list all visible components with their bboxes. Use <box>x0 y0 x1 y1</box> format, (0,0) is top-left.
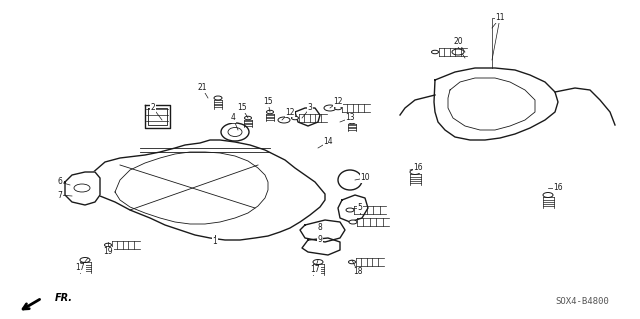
Text: 4: 4 <box>230 114 236 122</box>
Text: 17: 17 <box>75 263 85 272</box>
Text: 17: 17 <box>310 265 320 275</box>
Circle shape <box>324 105 336 111</box>
Text: 2: 2 <box>150 103 156 113</box>
Circle shape <box>313 260 323 264</box>
Circle shape <box>80 257 90 263</box>
Text: 6: 6 <box>58 177 63 187</box>
Text: 16: 16 <box>413 164 423 173</box>
Text: 19: 19 <box>103 248 113 256</box>
Circle shape <box>452 49 464 55</box>
Text: 18: 18 <box>353 268 363 277</box>
Circle shape <box>335 106 342 110</box>
Polygon shape <box>65 172 100 205</box>
Circle shape <box>346 208 354 212</box>
Circle shape <box>410 169 420 174</box>
Text: FR.: FR. <box>55 293 73 303</box>
Text: 21: 21 <box>197 84 207 93</box>
Text: 12: 12 <box>333 98 343 107</box>
Text: 14: 14 <box>323 137 333 146</box>
Text: 11: 11 <box>495 13 505 23</box>
Text: 9: 9 <box>317 235 323 244</box>
Circle shape <box>349 260 355 264</box>
Polygon shape <box>145 105 170 128</box>
Text: 7: 7 <box>58 190 63 199</box>
Circle shape <box>431 50 438 54</box>
Text: 16: 16 <box>553 183 563 192</box>
Text: 10: 10 <box>360 174 370 182</box>
Circle shape <box>349 120 355 124</box>
Circle shape <box>104 243 111 247</box>
Text: 15: 15 <box>237 103 247 113</box>
Polygon shape <box>300 220 345 242</box>
Circle shape <box>349 220 357 224</box>
Text: 12: 12 <box>285 108 295 116</box>
Polygon shape <box>295 108 320 126</box>
Text: SOX4-B4800: SOX4-B4800 <box>556 297 609 306</box>
Ellipse shape <box>338 170 362 190</box>
Text: 5: 5 <box>358 204 362 212</box>
Polygon shape <box>302 238 340 255</box>
Text: 15: 15 <box>263 98 273 107</box>
Ellipse shape <box>221 123 249 141</box>
Polygon shape <box>338 195 368 222</box>
Text: 3: 3 <box>308 103 312 113</box>
Circle shape <box>291 116 298 120</box>
Text: 20: 20 <box>453 38 463 47</box>
Text: 8: 8 <box>317 224 323 233</box>
Circle shape <box>244 116 252 120</box>
Circle shape <box>266 110 273 114</box>
Circle shape <box>278 117 290 123</box>
Text: 13: 13 <box>345 114 355 122</box>
Circle shape <box>543 192 553 197</box>
Circle shape <box>214 96 222 100</box>
Text: 1: 1 <box>212 238 218 247</box>
